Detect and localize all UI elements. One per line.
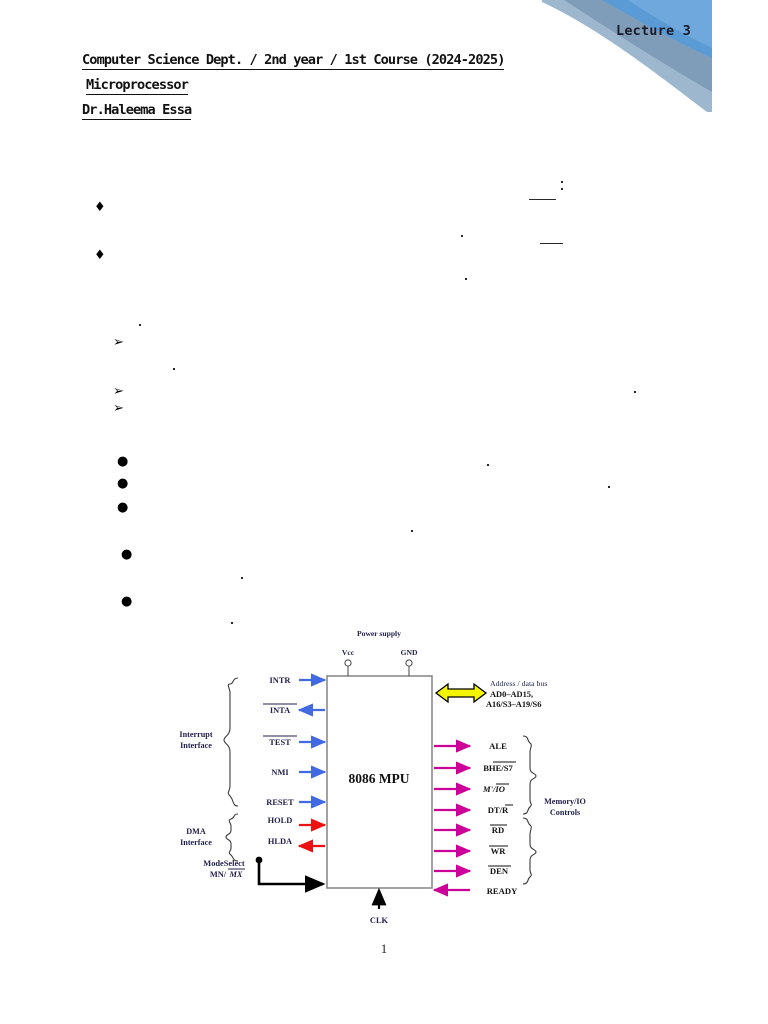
signal-label-ready: READY — [487, 886, 518, 896]
text-fragment-4 — [540, 243, 563, 245]
signal-label-hlda: HLDA — [268, 837, 292, 846]
signal-label-ale: ALE — [489, 741, 507, 751]
bullet-marker-dot-7: ● — [117, 500, 129, 515]
lecture-banner: Lecture 3 — [542, 0, 712, 112]
text-fragment-6 — [139, 324, 141, 326]
bullet-marker-diamond-1: ♦ — [94, 248, 106, 263]
vcc-pin-terminal — [344, 659, 352, 667]
text-fragment-12 — [241, 577, 243, 579]
dma-group-line1: DMA — [186, 827, 206, 836]
dma-brace — [225, 813, 239, 862]
dma-group-line2: Interface — [180, 838, 212, 847]
bullet-marker-dot-9: ● — [121, 594, 133, 609]
gnd-pin-terminal — [405, 659, 413, 667]
text-fragment-11 — [411, 530, 413, 532]
text-fragment-3 — [461, 235, 463, 237]
header-instructor-line: Dr.Haleema Essa — [82, 102, 192, 120]
header-subject-line: Microprocessor — [86, 77, 189, 95]
mode-select-wire — [257, 860, 326, 893]
bullet-marker-arrow-3: ➢ — [113, 384, 124, 399]
address-data-bus-arrow — [434, 682, 488, 704]
memory-io-group-line2: Controls — [550, 808, 580, 817]
page-number: 1 — [380, 942, 388, 956]
signal-label-inta: INTA — [270, 706, 290, 715]
bus-line1: AD0–AD15, — [490, 690, 533, 699]
mode-select-mx: MX — [228, 870, 242, 879]
clk-label: CLK — [370, 916, 389, 925]
signal-label-dt-r: DT/R — [488, 805, 509, 815]
text-fragment-5 — [465, 278, 467, 280]
banner-shape-light — [628, 0, 712, 48]
text-fragment-10 — [608, 486, 610, 488]
signal-label-hold: HOLD — [268, 816, 293, 825]
mpu-chip-label: 8086 MPU — [348, 771, 409, 786]
banner-title: Lecture 3 — [616, 23, 691, 39]
gnd-label: GND — [401, 648, 418, 657]
bullet-marker-dot-5: ● — [117, 454, 129, 469]
signal-label-bhe-s7: BHE/S7 — [483, 763, 513, 773]
signal-label-test: TEST — [269, 738, 291, 747]
bullet-marker-dot-8: ● — [121, 547, 133, 562]
bus-caption: Address / data bus — [490, 679, 547, 688]
mpu-block-diagram: 8086 MPU Power supply Vcc GND Interrupt … — [168, 618, 600, 938]
signal-label-intr: INTR — [270, 676, 292, 685]
signal-label-reset: RESET — [266, 798, 294, 807]
bullet-marker-dot-6: ● — [117, 476, 129, 491]
vcc-label: Vcc — [342, 648, 355, 657]
interrupt-group-line2: Interface — [180, 741, 212, 750]
text-fragment-8 — [634, 391, 636, 393]
header-course-line: Computer Science Dept. / 2nd year / 1st … — [82, 52, 505, 70]
mpu-chip-body — [326, 675, 433, 889]
mpu-diagram-svg: 8086 MPU Power supply Vcc GND Interrupt … — [179, 629, 586, 925]
memory-io-group-line1: Memory/IO — [544, 797, 586, 806]
banner-graphic — [542, 0, 712, 112]
signal-label-wr: WR — [491, 846, 507, 856]
memory-io-brace-upper — [522, 735, 537, 815]
signal-label-den: DEN — [490, 866, 509, 876]
memory-io-brace-lower — [522, 817, 537, 885]
power-supply-caption: Power supply — [357, 629, 401, 638]
text-fragment-7 — [173, 368, 175, 370]
bullet-marker-diamond-0: ♦ — [94, 200, 106, 215]
mode-select-line2: MN/ — [210, 870, 227, 879]
text-fragment-1 — [561, 188, 563, 190]
signal-label-nmi: NMI — [271, 768, 288, 777]
text-fragment-0 — [561, 181, 563, 183]
page-header: Computer Science Dept. / 2nd year / 1st … — [82, 48, 602, 123]
text-fragment-9 — [487, 464, 489, 466]
signal-label-m-io: M'/IO — [482, 784, 505, 794]
mode-select-line1: ModeSelect — [203, 859, 245, 868]
signal-label-rd: RD — [492, 825, 504, 835]
text-fragment-13 — [231, 622, 233, 624]
bullet-marker-arrow-2: ➢ — [113, 335, 124, 350]
text-fragment-2 — [529, 199, 556, 201]
bus-line2: A16/S3–A19/S6 — [486, 700, 541, 709]
interrupt-brace — [223, 677, 239, 807]
bullet-marker-arrow-4: ➢ — [113, 401, 124, 416]
interrupt-group-line1: Interrupt — [179, 730, 212, 739]
